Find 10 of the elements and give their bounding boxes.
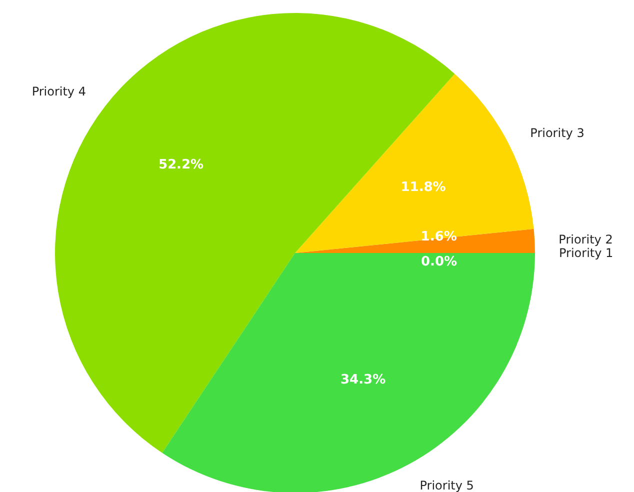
data-label: 34.3% xyxy=(340,372,386,388)
data-label: 1.6% xyxy=(420,229,457,244)
category-label: Priority 1 xyxy=(559,246,614,260)
slice-label: Priority 5 xyxy=(420,478,474,492)
data-label: 11.8% xyxy=(400,180,446,196)
data-label: 52.2% xyxy=(158,158,204,173)
slice-label: Priority 4 xyxy=(32,84,86,99)
slice-label: Priority 3 xyxy=(530,126,584,140)
text: 0.0% xyxy=(420,254,458,270)
slice-label: Priority 2 xyxy=(558,232,613,247)
